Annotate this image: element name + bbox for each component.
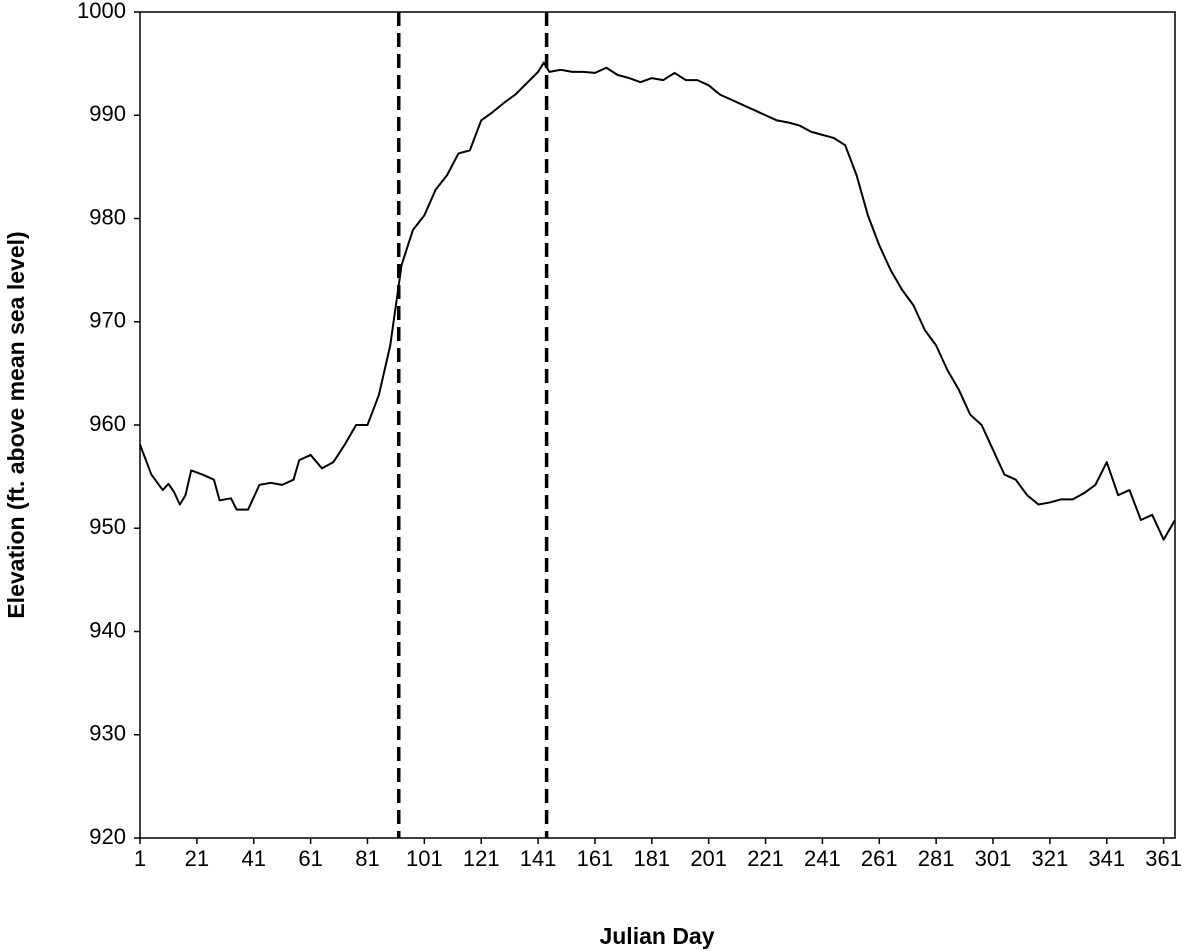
x-tick-label: 141 bbox=[520, 846, 557, 871]
x-tick-label: 301 bbox=[975, 846, 1012, 871]
x-tick-label: 321 bbox=[1032, 846, 1069, 871]
x-tick-label: 241 bbox=[804, 846, 841, 871]
y-tick-label: 920 bbox=[89, 824, 126, 849]
x-tick-label: 361 bbox=[1145, 846, 1182, 871]
x-tick-label: 221 bbox=[747, 846, 784, 871]
y-tick-label: 970 bbox=[89, 308, 126, 333]
x-tick-label: 181 bbox=[633, 846, 670, 871]
x-tick-label: 1 bbox=[134, 846, 146, 871]
x-tick-label: 261 bbox=[861, 846, 898, 871]
x-tick-label: 21 bbox=[185, 846, 209, 871]
x-tick-label: 161 bbox=[577, 846, 614, 871]
y-axis-label: Elevation (ft. above mean sea level) bbox=[3, 231, 29, 618]
y-tick-label: 930 bbox=[89, 721, 126, 746]
x-tick-label: 101 bbox=[406, 846, 443, 871]
y-tick-label: 980 bbox=[89, 204, 126, 229]
x-axis-label: Julian Day bbox=[599, 923, 714, 949]
x-tick-label: 81 bbox=[355, 846, 379, 871]
y-tick-label: 960 bbox=[89, 411, 126, 436]
x-tick-label: 341 bbox=[1088, 846, 1125, 871]
x-tick-label: 121 bbox=[463, 846, 500, 871]
data-line bbox=[139, 61, 1176, 541]
y-tick-label: 990 bbox=[89, 101, 126, 126]
x-tick-label: 281 bbox=[918, 846, 955, 871]
x-tick-label: 41 bbox=[241, 846, 265, 871]
x-tick-label: 201 bbox=[690, 846, 727, 871]
y-tick-label: 1000 bbox=[77, 0, 126, 23]
y-tick-label: 950 bbox=[89, 514, 126, 539]
x-tick-label: 61 bbox=[298, 846, 322, 871]
y-tick-label: 940 bbox=[89, 617, 126, 642]
plot-frame bbox=[139, 11, 1176, 839]
